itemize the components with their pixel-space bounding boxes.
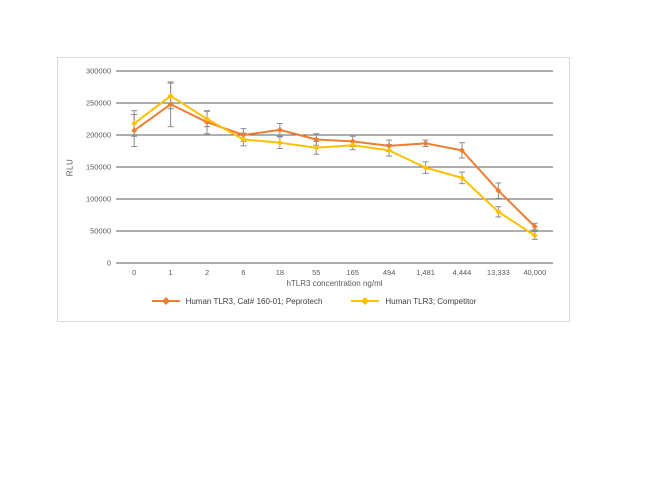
data-point-marker	[386, 147, 393, 154]
data-point-marker	[204, 116, 211, 122]
chart-container: 0 50000 100000 150000 200000 250000 300000 0 1 2 6…	[57, 57, 570, 322]
data-point-marker	[276, 139, 283, 146]
x-tick-label: 6	[241, 268, 245, 277]
series-line	[133, 94, 536, 237]
data-point-marker	[495, 187, 502, 194]
data-point-marker	[167, 92, 174, 99]
data-point-marker	[204, 119, 211, 126]
data-point-marker	[240, 136, 247, 143]
y-tick-label: 250000	[86, 99, 111, 108]
data-point-marker	[531, 232, 538, 239]
data-point-marker	[458, 147, 465, 154]
x-tick-label: 4,444	[453, 268, 472, 277]
legend-marker-competitor-icon	[351, 297, 380, 305]
data-point-marker	[276, 126, 283, 133]
x-tick-label: 1,481	[416, 268, 435, 277]
x-tick-label: 13,333	[487, 268, 510, 277]
data-point-marker	[458, 174, 465, 181]
y-tick-label: 100000	[86, 195, 111, 204]
data-point-marker	[349, 138, 356, 145]
legend-label-competitor: Human TLR3; Competitor	[385, 296, 477, 306]
y-axis-title-text: RLU	[65, 158, 75, 176]
line-chart-plot: 0 50000 100000 150000 200000 250000 300000 0 1 2 6…	[86, 67, 553, 277]
chart-legend: Human TLR3, Cat# 160-01; Peprotech Human…	[58, 296, 569, 306]
x-tick-label: 0	[132, 268, 136, 277]
legend-label-peprotech: Human TLR3, Cat# 160-01; Peprotech	[185, 296, 323, 306]
data-point-marker	[349, 142, 356, 149]
x-tick-label: 2	[205, 268, 209, 277]
x-tick-label: 40,000	[523, 268, 546, 277]
x-tick-label: 18	[276, 268, 284, 277]
data-point-marker	[131, 127, 138, 134]
data-point-marker	[240, 132, 247, 138]
data-point-marker	[386, 142, 393, 149]
data-point-marker	[167, 101, 174, 108]
series-line	[133, 103, 536, 228]
x-tick-label: 1	[169, 268, 173, 277]
data-point-marker	[313, 144, 320, 151]
y-axis-title: RLU	[62, 71, 78, 263]
y-tick-label: 50000	[90, 227, 111, 236]
data-point-marker	[313, 136, 320, 143]
x-tick-label: 55	[312, 268, 320, 277]
x-tick-label: 494	[383, 268, 396, 277]
legend-item-competitor: Human TLR3; Competitor	[350, 296, 476, 306]
legend-item-peprotech: Human TLR3, Cat# 160-01; Peprotech	[151, 296, 323, 306]
data-point-marker	[495, 208, 502, 215]
legend-marker-peprotech-icon	[151, 297, 180, 305]
x-axis-title: hTLR3 concentration ng/ml	[286, 279, 383, 288]
data-point-marker	[422, 164, 429, 171]
y-tick-label: 300000	[86, 67, 111, 76]
data-point-marker	[531, 223, 538, 230]
x-tick-label: 165	[346, 268, 359, 277]
y-tick-label: 0	[107, 259, 111, 268]
y-tick-label: 150000	[86, 163, 111, 172]
y-tick-label: 200000	[86, 131, 111, 140]
data-point-marker	[131, 120, 138, 127]
data-point-marker	[422, 140, 429, 147]
